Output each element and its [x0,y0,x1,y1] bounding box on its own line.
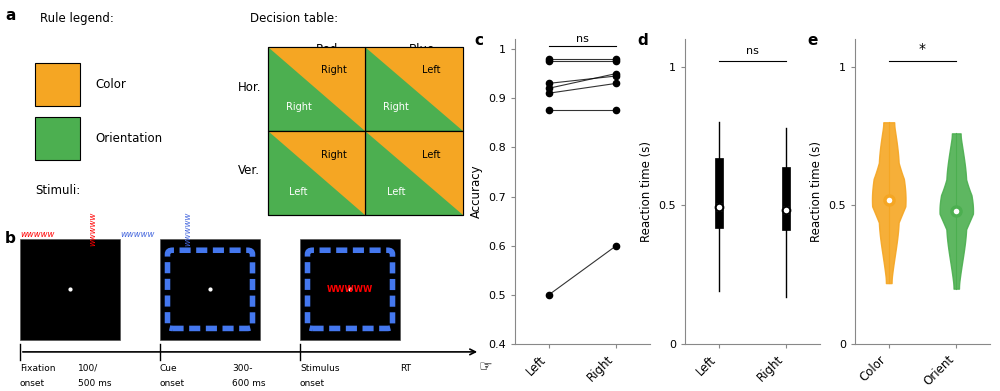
Text: Orientation: Orientation [95,132,162,145]
Text: wwwww: wwwww [183,212,192,246]
Y-axis label: Reaction time (s): Reaction time (s) [810,141,823,242]
Bar [35,117,80,160]
Polygon shape [268,131,365,215]
Bar [35,63,80,106]
Text: Blue: Blue [409,43,436,56]
Text: wwwww: wwwww [88,212,97,246]
Bar [268,47,365,131]
Text: Right: Right [286,102,312,113]
Text: ns: ns [576,34,589,44]
Bar [268,47,365,131]
Y-axis label: Accuracy: Accuracy [470,165,483,219]
Text: 300-: 300- [232,364,253,373]
Text: 600 ms: 600 ms [232,379,266,388]
Bar [20,239,120,340]
Polygon shape [365,131,462,215]
Text: onset: onset [20,379,45,388]
Text: Left: Left [289,187,308,197]
Text: RT: RT [400,364,411,373]
Text: Decision table:: Decision table: [250,12,338,25]
Text: b: b [5,231,16,246]
Text: c: c [475,33,484,48]
Text: Ver.: Ver. [238,163,260,177]
Bar [268,131,365,215]
Text: Right: Right [383,102,409,113]
Text: Cue: Cue [160,364,178,373]
Bar [300,239,400,340]
Text: Hor.: Hor. [238,81,261,95]
Polygon shape [268,47,365,131]
Polygon shape [365,47,462,131]
Text: e: e [808,33,818,48]
Text: wwwww: wwwww [120,230,154,239]
Text: ☞: ☞ [478,360,492,375]
Bar [715,158,723,228]
Text: Left: Left [422,149,441,160]
Text: 100/: 100/ [78,364,98,373]
Y-axis label: Reaction time (s): Reaction time (s) [640,141,653,242]
Text: Right: Right [321,65,347,75]
Text: onset: onset [300,379,325,388]
Text: Right: Right [321,149,347,160]
Text: Stimuli:: Stimuli: [35,184,80,197]
Bar [365,47,462,131]
Text: Rule legend:: Rule legend: [40,12,114,25]
Text: Color: Color [95,77,126,91]
Text: wwwww: wwwww [20,230,54,239]
Text: ns: ns [746,46,759,56]
Bar [268,131,365,215]
Text: Red: Red [316,43,339,56]
Bar [365,131,462,215]
Text: Fixation: Fixation [20,364,56,373]
Text: onset: onset [160,379,185,388]
Text: Stimulus: Stimulus [300,364,340,373]
Text: *: * [919,42,926,56]
Text: 500 ms: 500 ms [78,379,111,388]
Text: d: d [638,33,648,48]
Bar [365,47,462,131]
Text: a: a [5,8,15,23]
Text: WWWWW: WWWWW [327,285,373,294]
Text: Left: Left [387,187,405,197]
Bar [160,239,260,340]
Bar [782,167,790,230]
Text: Left: Left [422,65,441,75]
Bar [365,131,462,215]
